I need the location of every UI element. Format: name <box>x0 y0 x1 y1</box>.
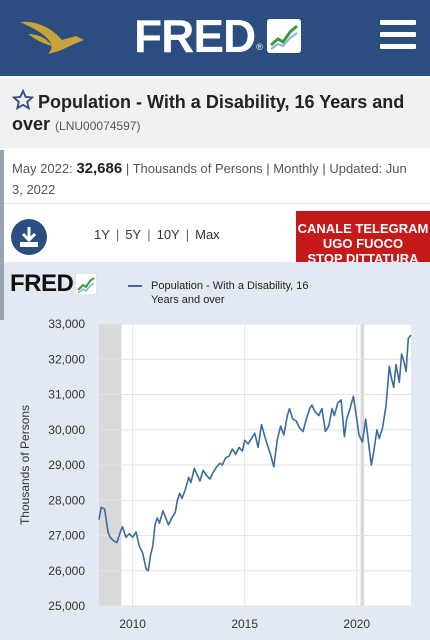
chart-fred-brand: FRED <box>10 270 98 297</box>
observation-details: | Thousands of Persons | Monthly | Updat… <box>12 161 407 197</box>
y-tick-label: 29,000 <box>48 458 85 472</box>
chart-fred-wordmark: FRED <box>10 270 74 297</box>
range-5y[interactable]: 5Y <box>125 227 142 242</box>
observation-value: 32,686 <box>76 160 123 177</box>
range-1y[interactable]: 1Y <box>94 227 110 242</box>
fred-brand[interactable]: FRED ® <box>134 8 301 64</box>
observation-info: May 2022: 32,686 | Thousands of Persons … <box>12 158 418 200</box>
y-tick-label: 32,000 <box>48 352 85 366</box>
y-tick-label: 25,000 <box>48 599 85 613</box>
x-tick-label: 2015 <box>231 617 258 631</box>
y-tick-label: 31,000 <box>48 388 85 402</box>
fed-eagle-logo-icon[interactable] <box>18 14 86 58</box>
series-id: (LNU00074597) <box>55 119 141 133</box>
chart-area: 25,000 26,000 27,000 28,000 29,000 30,000 31,0… <box>0 262 430 640</box>
y-tick-label: 33,000 <box>48 317 85 331</box>
top-nav-bar: FRED ® <box>0 0 430 76</box>
y-tick-label: 28,000 <box>48 493 85 507</box>
download-icon <box>20 227 38 247</box>
range-10y[interactable]: 10Y <box>156 227 180 242</box>
y-axis-label: Thousands of Persons <box>18 405 32 525</box>
banner-line: UGO FUOCO <box>322 235 404 251</box>
registered-mark: ® <box>256 42 263 52</box>
banner-line: CANALE TELEGRAM <box>297 220 429 236</box>
page-title: Population - With a Disability, 16 Years… <box>12 91 416 137</box>
banner-line: STOP DITTATURA <box>307 250 419 266</box>
line-chart[interactable]: 25,000 26,000 27,000 28,000 29,000 30,000 31,0… <box>0 262 430 640</box>
download-button[interactable] <box>11 219 47 255</box>
legend-label: Population - With a Disability, 16 Years… <box>151 280 309 306</box>
scroll-indicator <box>0 150 4 320</box>
y-tick-label: 26,000 <box>48 564 85 578</box>
observation-date: May 2022: <box>12 161 73 176</box>
series-title: Population - With a Disability, 16 Years… <box>12 92 405 134</box>
hamburger-menu-icon[interactable] <box>380 20 416 52</box>
y-tick-label: 27,000 <box>48 529 85 543</box>
chart-fred-logo-icon <box>75 273 98 295</box>
chart-legend: Population - With a Disability, 16 Years… <box>128 279 328 307</box>
fred-wordmark: FRED <box>134 10 256 62</box>
series-title-box: Population - With a Disability, 16 Years… <box>0 78 430 148</box>
series-line[interactable] <box>98 334 412 572</box>
legend-swatch <box>128 285 142 287</box>
date-range-selector: 1Y | 5Y | 10Y | Max <box>94 227 220 242</box>
fred-chart-logo-icon <box>266 19 301 53</box>
divider <box>0 203 430 204</box>
x-tick-label: 2020 <box>343 617 370 631</box>
favorite-star-icon[interactable] <box>12 89 34 111</box>
y-tick-label: 30,000 <box>48 423 85 437</box>
x-tick-label: 2010 <box>119 617 146 631</box>
range-max[interactable]: Max <box>195 227 220 242</box>
